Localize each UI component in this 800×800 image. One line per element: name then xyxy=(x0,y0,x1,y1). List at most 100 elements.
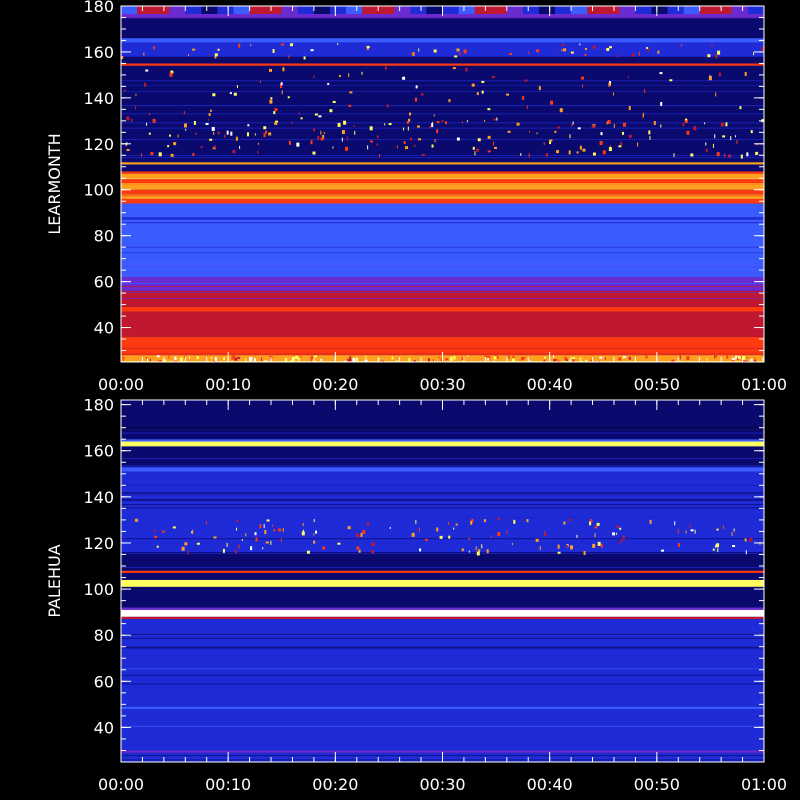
burst-speckle xyxy=(236,520,239,523)
band-striation xyxy=(121,647,764,649)
band-striation xyxy=(121,58,764,60)
band-striation xyxy=(121,23,764,25)
band-striation xyxy=(121,686,764,688)
burst-speckle xyxy=(628,356,631,360)
burst-speckle xyxy=(596,522,600,526)
burst-speckle xyxy=(278,528,282,532)
band-striation xyxy=(121,566,764,568)
burst-speckle xyxy=(418,138,422,141)
band-striation xyxy=(121,680,764,682)
freq-band xyxy=(121,198,764,204)
burst-speckle xyxy=(367,522,370,527)
burst-speckle xyxy=(712,143,714,148)
burst-speckle xyxy=(472,146,475,150)
burst-speckle xyxy=(449,356,453,361)
burst-speckle xyxy=(487,150,491,153)
burst-speckle xyxy=(685,118,688,121)
freq-band xyxy=(121,609,764,617)
top-emission xyxy=(538,6,557,14)
y-tick-label: 180 xyxy=(83,0,114,16)
band-striation xyxy=(121,677,764,679)
burst-speckle xyxy=(266,519,270,522)
burst-speckle xyxy=(122,357,124,361)
burst-speckle xyxy=(349,91,353,94)
band-striation xyxy=(121,539,764,541)
burst-speckle xyxy=(453,527,455,530)
burst-speckle xyxy=(348,73,350,78)
freq-band xyxy=(121,446,764,467)
band-striation xyxy=(121,492,764,494)
burst-speckle xyxy=(169,72,173,77)
burst-speckle xyxy=(572,357,576,360)
band-striation xyxy=(121,125,764,127)
freq-band xyxy=(121,217,764,220)
band-striation xyxy=(121,245,764,247)
freq-band xyxy=(121,219,764,259)
burst-speckle xyxy=(124,89,126,92)
burst-speckle xyxy=(553,359,556,362)
band-striation xyxy=(121,514,764,516)
burst-speckle xyxy=(306,550,310,554)
burst-speckle xyxy=(513,519,516,524)
band-striation xyxy=(121,130,764,132)
burst-speckle xyxy=(367,145,369,150)
band-striation xyxy=(121,80,764,82)
burst-speckle xyxy=(148,113,150,116)
burst-speckle xyxy=(645,355,648,359)
burst-speckle xyxy=(224,134,226,138)
y-axis-title: LEARMONTH xyxy=(45,133,64,234)
band-striation xyxy=(121,42,764,44)
burst-speckle xyxy=(433,360,435,362)
burst-speckle xyxy=(477,138,481,142)
burst-speckle xyxy=(205,122,209,125)
burst-speckle xyxy=(716,152,720,157)
burst-speckle xyxy=(599,356,603,359)
burst-speckle xyxy=(207,118,209,121)
band-striation xyxy=(121,743,764,745)
burst-speckle xyxy=(617,54,619,58)
burst-speckle xyxy=(590,519,593,523)
freq-band xyxy=(121,607,764,610)
burst-speckle xyxy=(222,548,225,553)
burst-speckle xyxy=(750,130,753,134)
burst-speckle xyxy=(295,355,299,359)
burst-speckle xyxy=(280,82,283,86)
band-striation xyxy=(121,474,764,476)
burst-speckle xyxy=(172,357,175,362)
burst-speckle xyxy=(200,146,203,149)
burst-speckle xyxy=(425,538,429,541)
burst-speckle xyxy=(557,551,561,554)
freq-band xyxy=(121,706,764,709)
freq-band xyxy=(121,63,764,66)
y-tick-label: 40 xyxy=(94,718,114,737)
band-striation xyxy=(121,258,764,260)
burst-speckle xyxy=(241,538,243,541)
burst-speckle xyxy=(714,356,716,359)
burst-speckle xyxy=(506,530,508,534)
burst-speckle xyxy=(721,122,725,127)
burst-speckle xyxy=(410,355,414,358)
burst-speckle xyxy=(229,92,232,95)
burst-speckle xyxy=(594,533,596,538)
burst-speckle xyxy=(606,47,610,51)
burst-speckle xyxy=(365,355,367,360)
top-emission xyxy=(474,6,492,14)
band-striation xyxy=(121,669,764,671)
burst-speckle xyxy=(496,117,498,121)
burst-speckle xyxy=(692,355,695,360)
band-striation xyxy=(121,178,764,180)
burst-speckle xyxy=(468,537,470,541)
top-emission xyxy=(683,6,701,14)
y-axis-title: PALEHUA xyxy=(45,544,64,617)
top-emission xyxy=(201,6,219,14)
burst-speckle xyxy=(669,79,673,82)
burst-speckle xyxy=(690,153,694,157)
burst-speckle xyxy=(507,130,511,133)
burst-speckle xyxy=(647,48,650,52)
burst-speckle xyxy=(579,145,582,150)
burst-speckle xyxy=(403,127,405,131)
burst-speckle xyxy=(690,529,694,532)
burst-speckle xyxy=(290,43,294,47)
burst-speckle xyxy=(402,76,406,80)
top-emission xyxy=(715,6,733,14)
